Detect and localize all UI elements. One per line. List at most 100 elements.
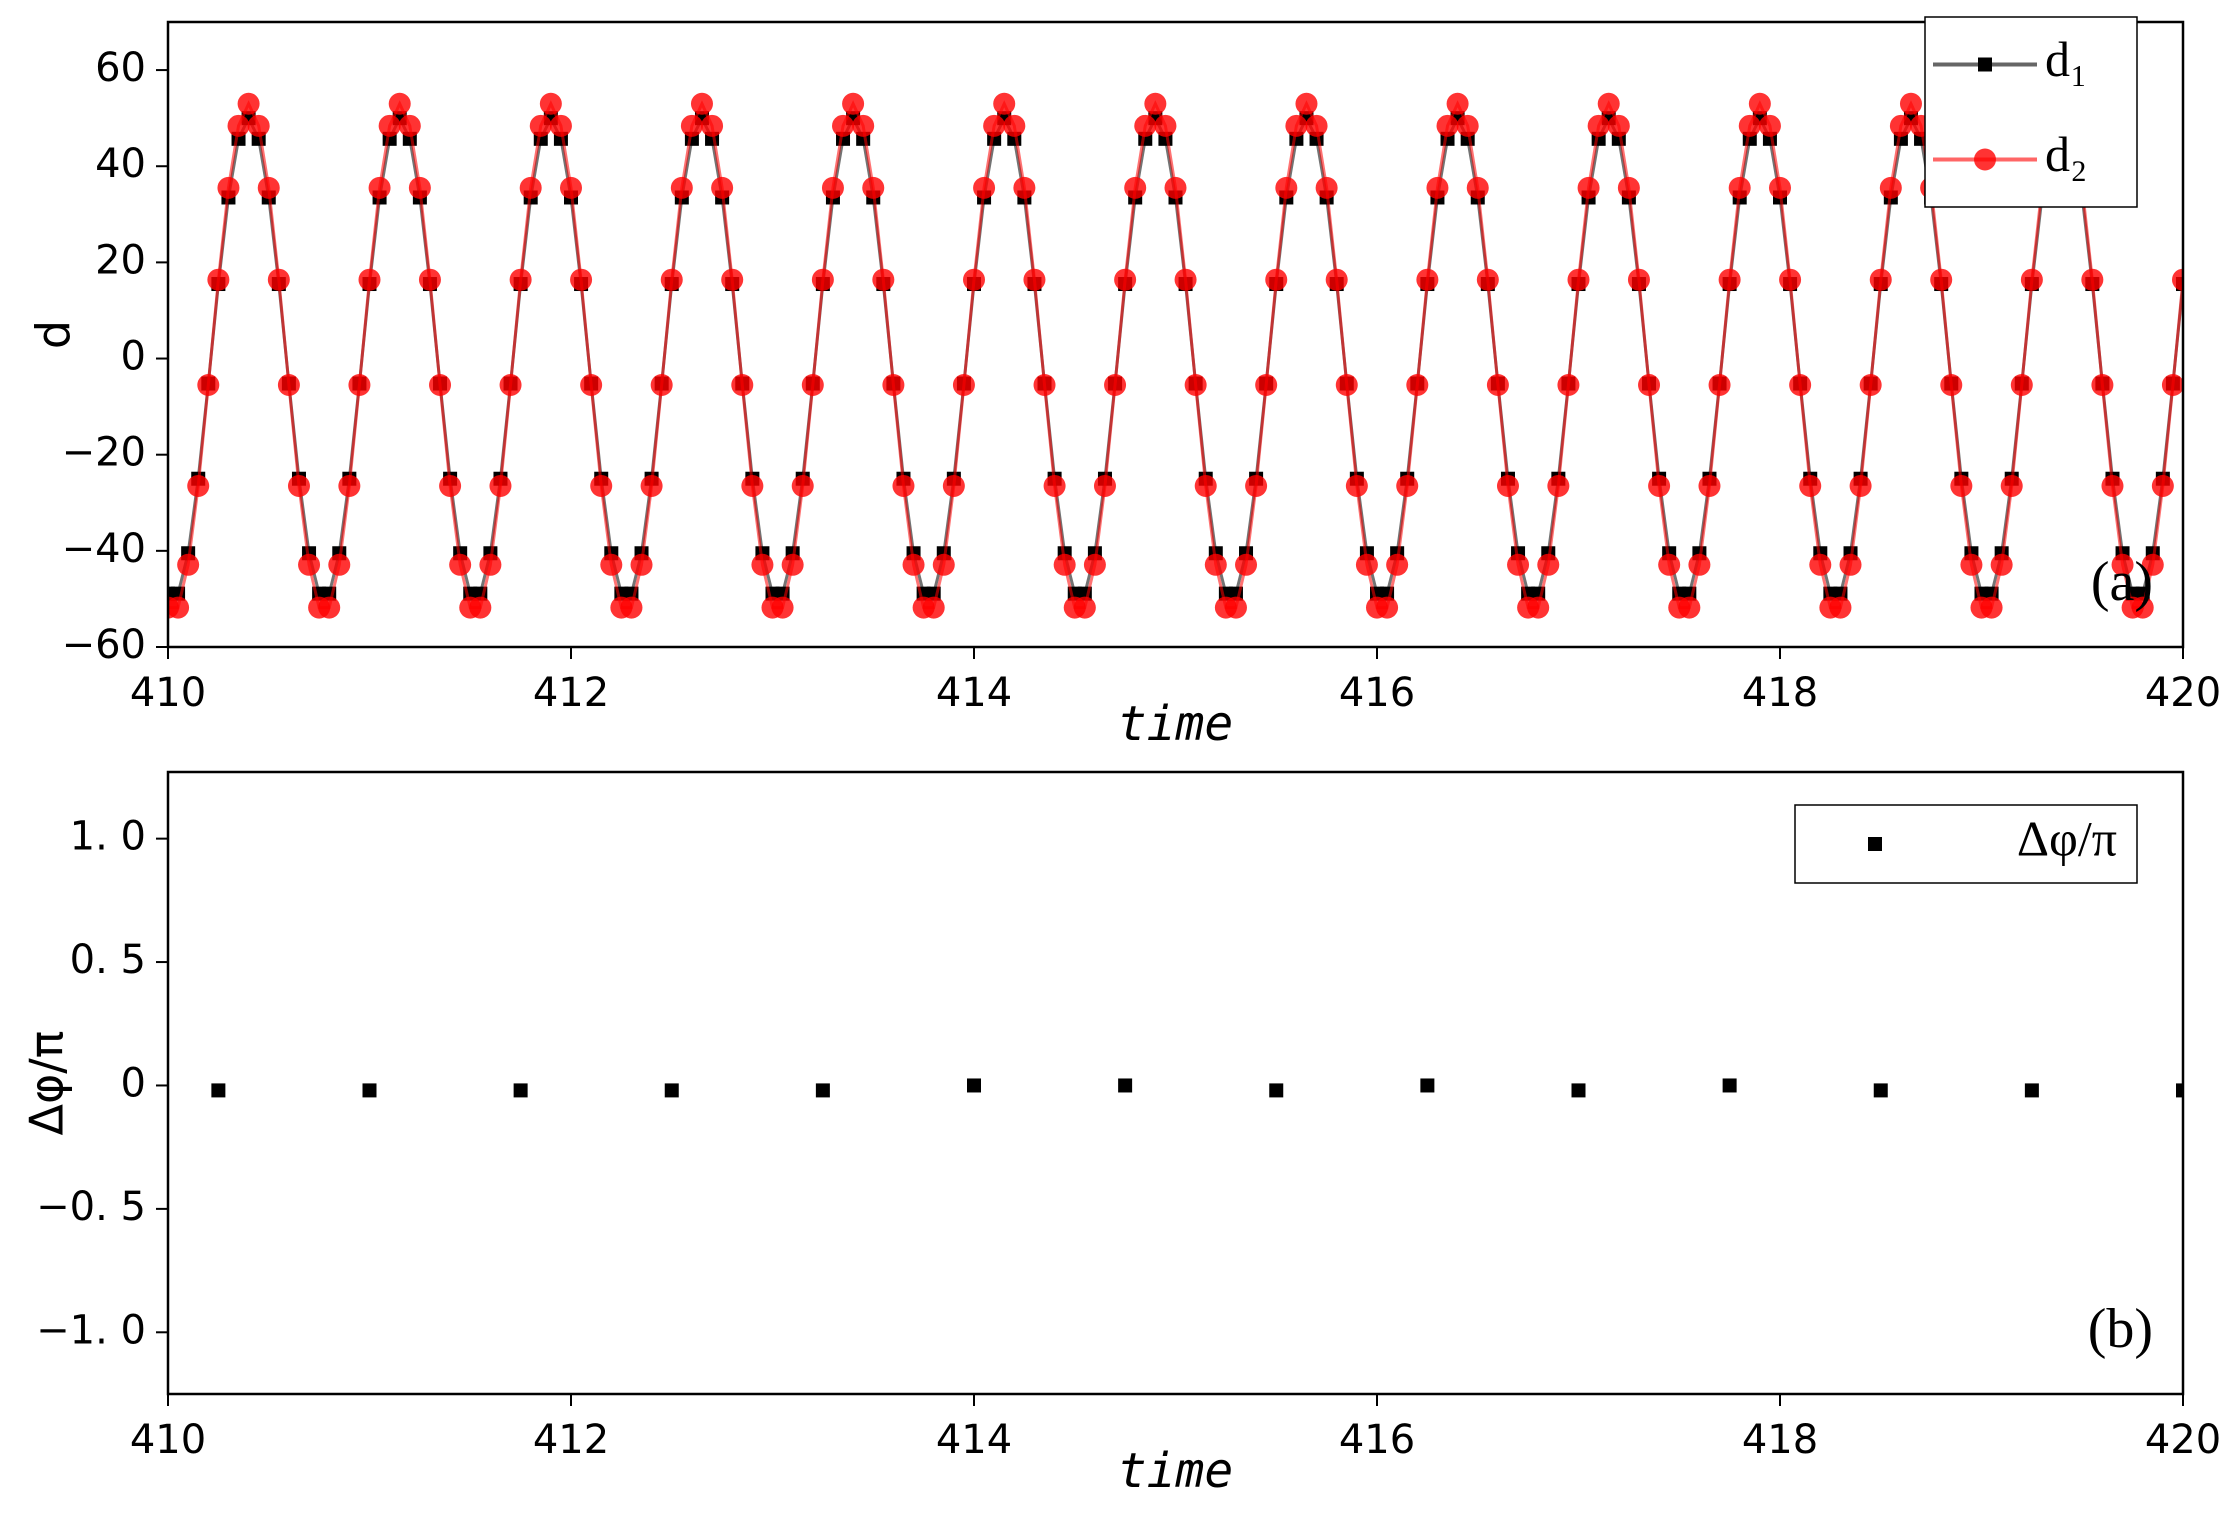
marker bbox=[842, 92, 865, 115]
marker bbox=[388, 92, 411, 115]
marker bbox=[1426, 176, 1449, 199]
marker bbox=[801, 373, 824, 396]
marker bbox=[1194, 474, 1217, 497]
marker bbox=[1083, 553, 1106, 576]
marker bbox=[1728, 176, 1751, 199]
marker bbox=[2081, 268, 2104, 291]
marker bbox=[418, 268, 441, 291]
marker bbox=[942, 474, 965, 497]
marker bbox=[2141, 553, 2164, 576]
legend-box bbox=[1924, 16, 2138, 208]
marker bbox=[449, 553, 472, 576]
marker bbox=[2161, 373, 2183, 396]
marker bbox=[711, 176, 734, 199]
marker bbox=[1496, 474, 1519, 497]
marker bbox=[519, 176, 542, 199]
marker bbox=[328, 553, 351, 576]
marker bbox=[1376, 596, 1399, 619]
marker bbox=[1446, 92, 1469, 115]
x-tick-label: 410 bbox=[130, 670, 206, 716]
marker bbox=[1950, 474, 1973, 497]
marker bbox=[348, 373, 371, 396]
marker bbox=[560, 176, 582, 199]
panel: 410 412 414 416 418 420 −60 −40 −20 0 20 40 60 time d (… bbox=[27, 16, 2221, 752]
marker bbox=[197, 373, 220, 396]
marker bbox=[932, 553, 955, 576]
marker bbox=[362, 1083, 377, 1098]
marker bbox=[1144, 92, 1167, 115]
marker bbox=[1043, 474, 1066, 497]
marker bbox=[1587, 114, 1610, 137]
marker bbox=[1295, 92, 1318, 115]
marker bbox=[1869, 268, 1892, 291]
marker bbox=[2176, 1083, 2183, 1098]
marker bbox=[1809, 553, 1832, 576]
y-tick-label: 0. 5 bbox=[70, 937, 146, 983]
marker bbox=[832, 114, 855, 137]
marker bbox=[1053, 553, 1076, 576]
marker bbox=[2091, 373, 2114, 396]
marker bbox=[368, 176, 391, 199]
legend-label: d₂ bbox=[2045, 126, 2087, 182]
marker bbox=[1769, 176, 1791, 199]
marker bbox=[690, 92, 713, 115]
marker bbox=[1416, 268, 1439, 291]
marker bbox=[1899, 92, 1922, 115]
marker bbox=[1873, 1083, 1888, 1098]
marker bbox=[513, 1083, 528, 1098]
marker bbox=[247, 114, 270, 137]
plot-area bbox=[211, 1078, 2183, 1098]
marker bbox=[217, 176, 240, 199]
annotation: (a) bbox=[2091, 551, 2153, 613]
marker bbox=[2020, 268, 2043, 291]
marker bbox=[168, 596, 190, 619]
marker bbox=[529, 114, 552, 137]
x-tick-label: 416 bbox=[1339, 670, 1415, 716]
plot-frame bbox=[166, 20, 2185, 649]
marker bbox=[1305, 114, 1328, 137]
marker bbox=[1023, 268, 1046, 291]
marker bbox=[1930, 268, 1953, 291]
marker bbox=[751, 553, 774, 576]
marker bbox=[1093, 474, 1116, 497]
marker bbox=[1335, 373, 1358, 396]
marker bbox=[781, 553, 804, 576]
marker bbox=[1486, 373, 1509, 396]
marker bbox=[1164, 176, 1187, 199]
marker bbox=[1567, 268, 1590, 291]
marker bbox=[1235, 553, 1258, 576]
marker bbox=[1617, 176, 1640, 199]
marker bbox=[469, 596, 492, 619]
marker bbox=[539, 92, 562, 115]
marker bbox=[1829, 596, 1852, 619]
marker bbox=[1315, 176, 1338, 199]
marker bbox=[398, 114, 421, 137]
marker bbox=[439, 474, 462, 497]
marker bbox=[1174, 268, 1197, 291]
marker bbox=[2151, 474, 2174, 497]
marker bbox=[2024, 1083, 2039, 1098]
y-tick-label: 1. 0 bbox=[70, 814, 146, 860]
marker bbox=[872, 268, 895, 291]
plot-frame bbox=[166, 770, 2185, 1396]
marker bbox=[1275, 176, 1298, 199]
marker bbox=[1527, 596, 1550, 619]
marker bbox=[429, 373, 452, 396]
marker bbox=[811, 268, 834, 291]
annotation: (b) bbox=[2088, 1298, 2153, 1360]
marker bbox=[973, 176, 996, 199]
x-axis-label: time bbox=[1118, 696, 1234, 752]
marker bbox=[1396, 474, 1419, 497]
marker bbox=[358, 268, 381, 291]
marker bbox=[1758, 114, 1781, 137]
marker bbox=[1789, 373, 1812, 396]
marker bbox=[1799, 474, 1822, 497]
marker bbox=[680, 114, 703, 137]
marker bbox=[1638, 373, 1661, 396]
marker bbox=[187, 474, 210, 497]
marker bbox=[2131, 596, 2154, 619]
marker bbox=[1265, 268, 1288, 291]
marker bbox=[1124, 176, 1147, 199]
legend: Δφ/π bbox=[1794, 804, 2138, 884]
